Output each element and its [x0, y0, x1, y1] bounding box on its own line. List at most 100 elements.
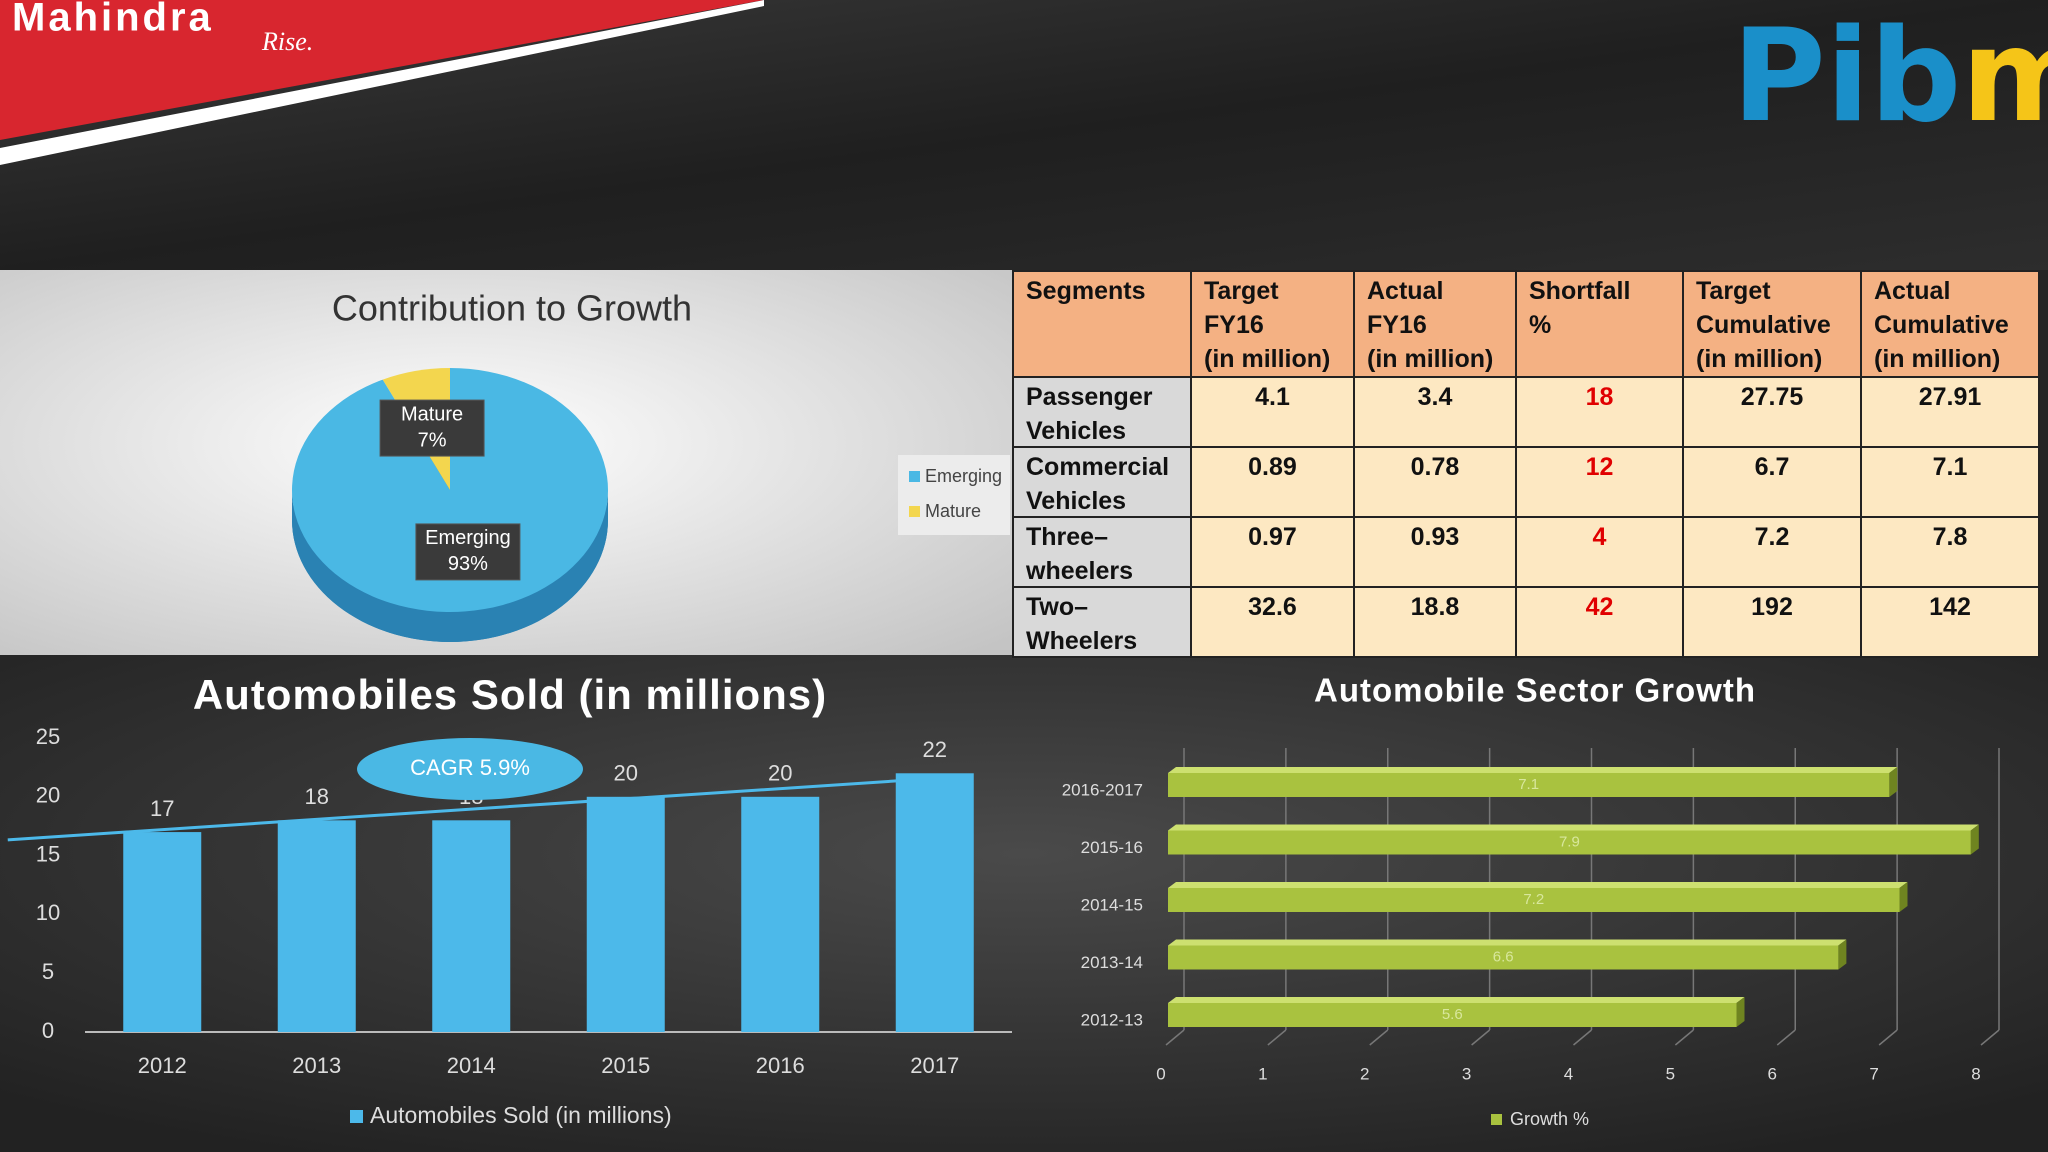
value-cell: 0.89 — [1191, 447, 1354, 517]
x-tick-label: 2016 — [756, 1053, 805, 1078]
chart-title: Automobiles Sold (in millions) — [193, 671, 827, 718]
x-tick-label: 0 — [1156, 1064, 1165, 1083]
annotation-bubble — [357, 738, 583, 800]
segment-cell: Three– wheelers — [1013, 517, 1191, 587]
y-tick-label: 10 — [36, 900, 60, 925]
value-cell: 142 — [1861, 587, 2039, 657]
y-tick-label: 2013-14 — [1081, 953, 1143, 972]
data-label: 7.9 — [1559, 833, 1580, 850]
y-tick-label: 2016-2017 — [1062, 780, 1143, 799]
segment-cell: Commercial Vehicles — [1013, 447, 1191, 517]
value-cell: 7.8 — [1861, 517, 2039, 587]
grid-floor — [1267, 1029, 1287, 1046]
x-tick-label: 6 — [1768, 1064, 1777, 1083]
bar-top — [1168, 824, 1979, 831]
y-tick-label: 20 — [36, 783, 60, 808]
grid-floor — [1369, 1029, 1389, 1046]
value-cell: 18.8 — [1354, 587, 1516, 657]
legend-label: Mature — [925, 501, 981, 521]
data-label: 20 — [614, 761, 638, 786]
value-cell: 7.1 — [1861, 447, 2039, 517]
y-tick-label: 2014-15 — [1081, 895, 1143, 914]
header-cell: Target Cumulative (in million) — [1683, 271, 1861, 377]
data-label-box — [379, 399, 485, 457]
header-cell: Shortfall % — [1516, 271, 1683, 377]
value-cell: 0.97 — [1191, 517, 1354, 587]
data-label: 17 — [150, 796, 174, 821]
value-cell: 42 — [1516, 587, 1683, 657]
bar-end — [1889, 767, 1898, 797]
logo-stripe-white — [0, 0, 764, 165]
x-tick-label: 2017 — [910, 1053, 959, 1078]
y-tick-label: 2015-16 — [1081, 838, 1143, 857]
data-label-name: Mature — [401, 403, 463, 425]
bar — [1168, 773, 1890, 797]
pie-slice — [292, 368, 609, 612]
logo-main: Pib — [1732, 2, 1961, 151]
value-cell: 12 — [1516, 447, 1683, 517]
data-label-box — [415, 523, 521, 581]
grid-floor — [1878, 1029, 1898, 1046]
data-label: 18 — [305, 784, 329, 809]
trend-line — [7, 777, 928, 842]
value-cell: 0.93 — [1354, 517, 1516, 587]
data-label: 7.1 — [1518, 776, 1539, 793]
header-cell: Actual Cumulative (in million) — [1861, 271, 2039, 377]
y-tick-label: 2012-13 — [1081, 1010, 1143, 1029]
bar-top — [1168, 767, 1898, 773]
bar-top — [1168, 939, 1847, 946]
segment-table: Segments Target FY16 (in million) Actual F… — [1012, 270, 2040, 658]
logo-accent: m — [1961, 2, 2048, 151]
bar-end — [1736, 997, 1745, 1027]
value-cell: 7.2 — [1683, 517, 1861, 587]
data-label: 6.6 — [1493, 948, 1514, 965]
grid-floor — [1573, 1029, 1592, 1046]
y-tick-label: 25 — [36, 724, 60, 749]
value-cell: 3.4 — [1354, 377, 1516, 447]
segment-cell: Passenger Vehicles — [1013, 377, 1191, 447]
header-cell: Actual FY16 (in million) — [1354, 271, 1516, 377]
legend-label: Emerging — [925, 466, 1002, 486]
x-tick-label: 4 — [1564, 1064, 1573, 1083]
legend-swatch — [1491, 1114, 1502, 1125]
value-cell: 18 — [1516, 377, 1683, 447]
bar — [1168, 830, 1971, 855]
y-tick-label: 15 — [36, 841, 60, 866]
y-tick-label: 5 — [42, 959, 54, 984]
grid-floor — [1980, 1029, 2000, 1046]
bar — [277, 820, 356, 1032]
legend-label: Automobiles Sold (in millions) — [370, 1102, 672, 1128]
grid-floor — [1776, 1029, 1796, 1046]
bar-end — [1899, 882, 1908, 912]
bar — [1168, 945, 1839, 970]
chart-title: Contribution to Growth — [332, 288, 692, 329]
x-tick-label: 5 — [1666, 1064, 1675, 1083]
bar-end — [1970, 824, 1979, 855]
data-label: 5.6 — [1442, 1006, 1463, 1023]
pibm-logo: Pibm — [1732, 2, 2048, 151]
value-cell: 0.78 — [1354, 447, 1516, 517]
data-label: 22 — [923, 737, 947, 762]
logo-stripe — [0, 0, 764, 140]
bar — [586, 796, 665, 1032]
chart-title: Automobile Sector Growth — [1314, 672, 1756, 709]
bar — [895, 773, 974, 1032]
value-cell: 27.91 — [1861, 377, 2039, 447]
x-tick-label: 8 — [1971, 1064, 1980, 1083]
x-tick-label: 2012 — [138, 1053, 187, 1078]
x-tick-label: 2013 — [292, 1053, 341, 1078]
bar — [741, 796, 820, 1032]
value-cell: 27.75 — [1683, 377, 1861, 447]
x-tick-label: 1 — [1258, 1064, 1267, 1083]
data-label: 7.2 — [1523, 891, 1544, 908]
brand-name: Mahindra — [12, 0, 214, 40]
bar — [1168, 1003, 1737, 1027]
data-label-value: 93% — [448, 553, 488, 575]
bar-top — [1168, 997, 1745, 1003]
data-label: 20 — [768, 761, 792, 786]
x-tick-label: 2014 — [447, 1053, 496, 1078]
bar-end — [1838, 939, 1847, 970]
grid-floor — [1165, 1029, 1185, 1046]
